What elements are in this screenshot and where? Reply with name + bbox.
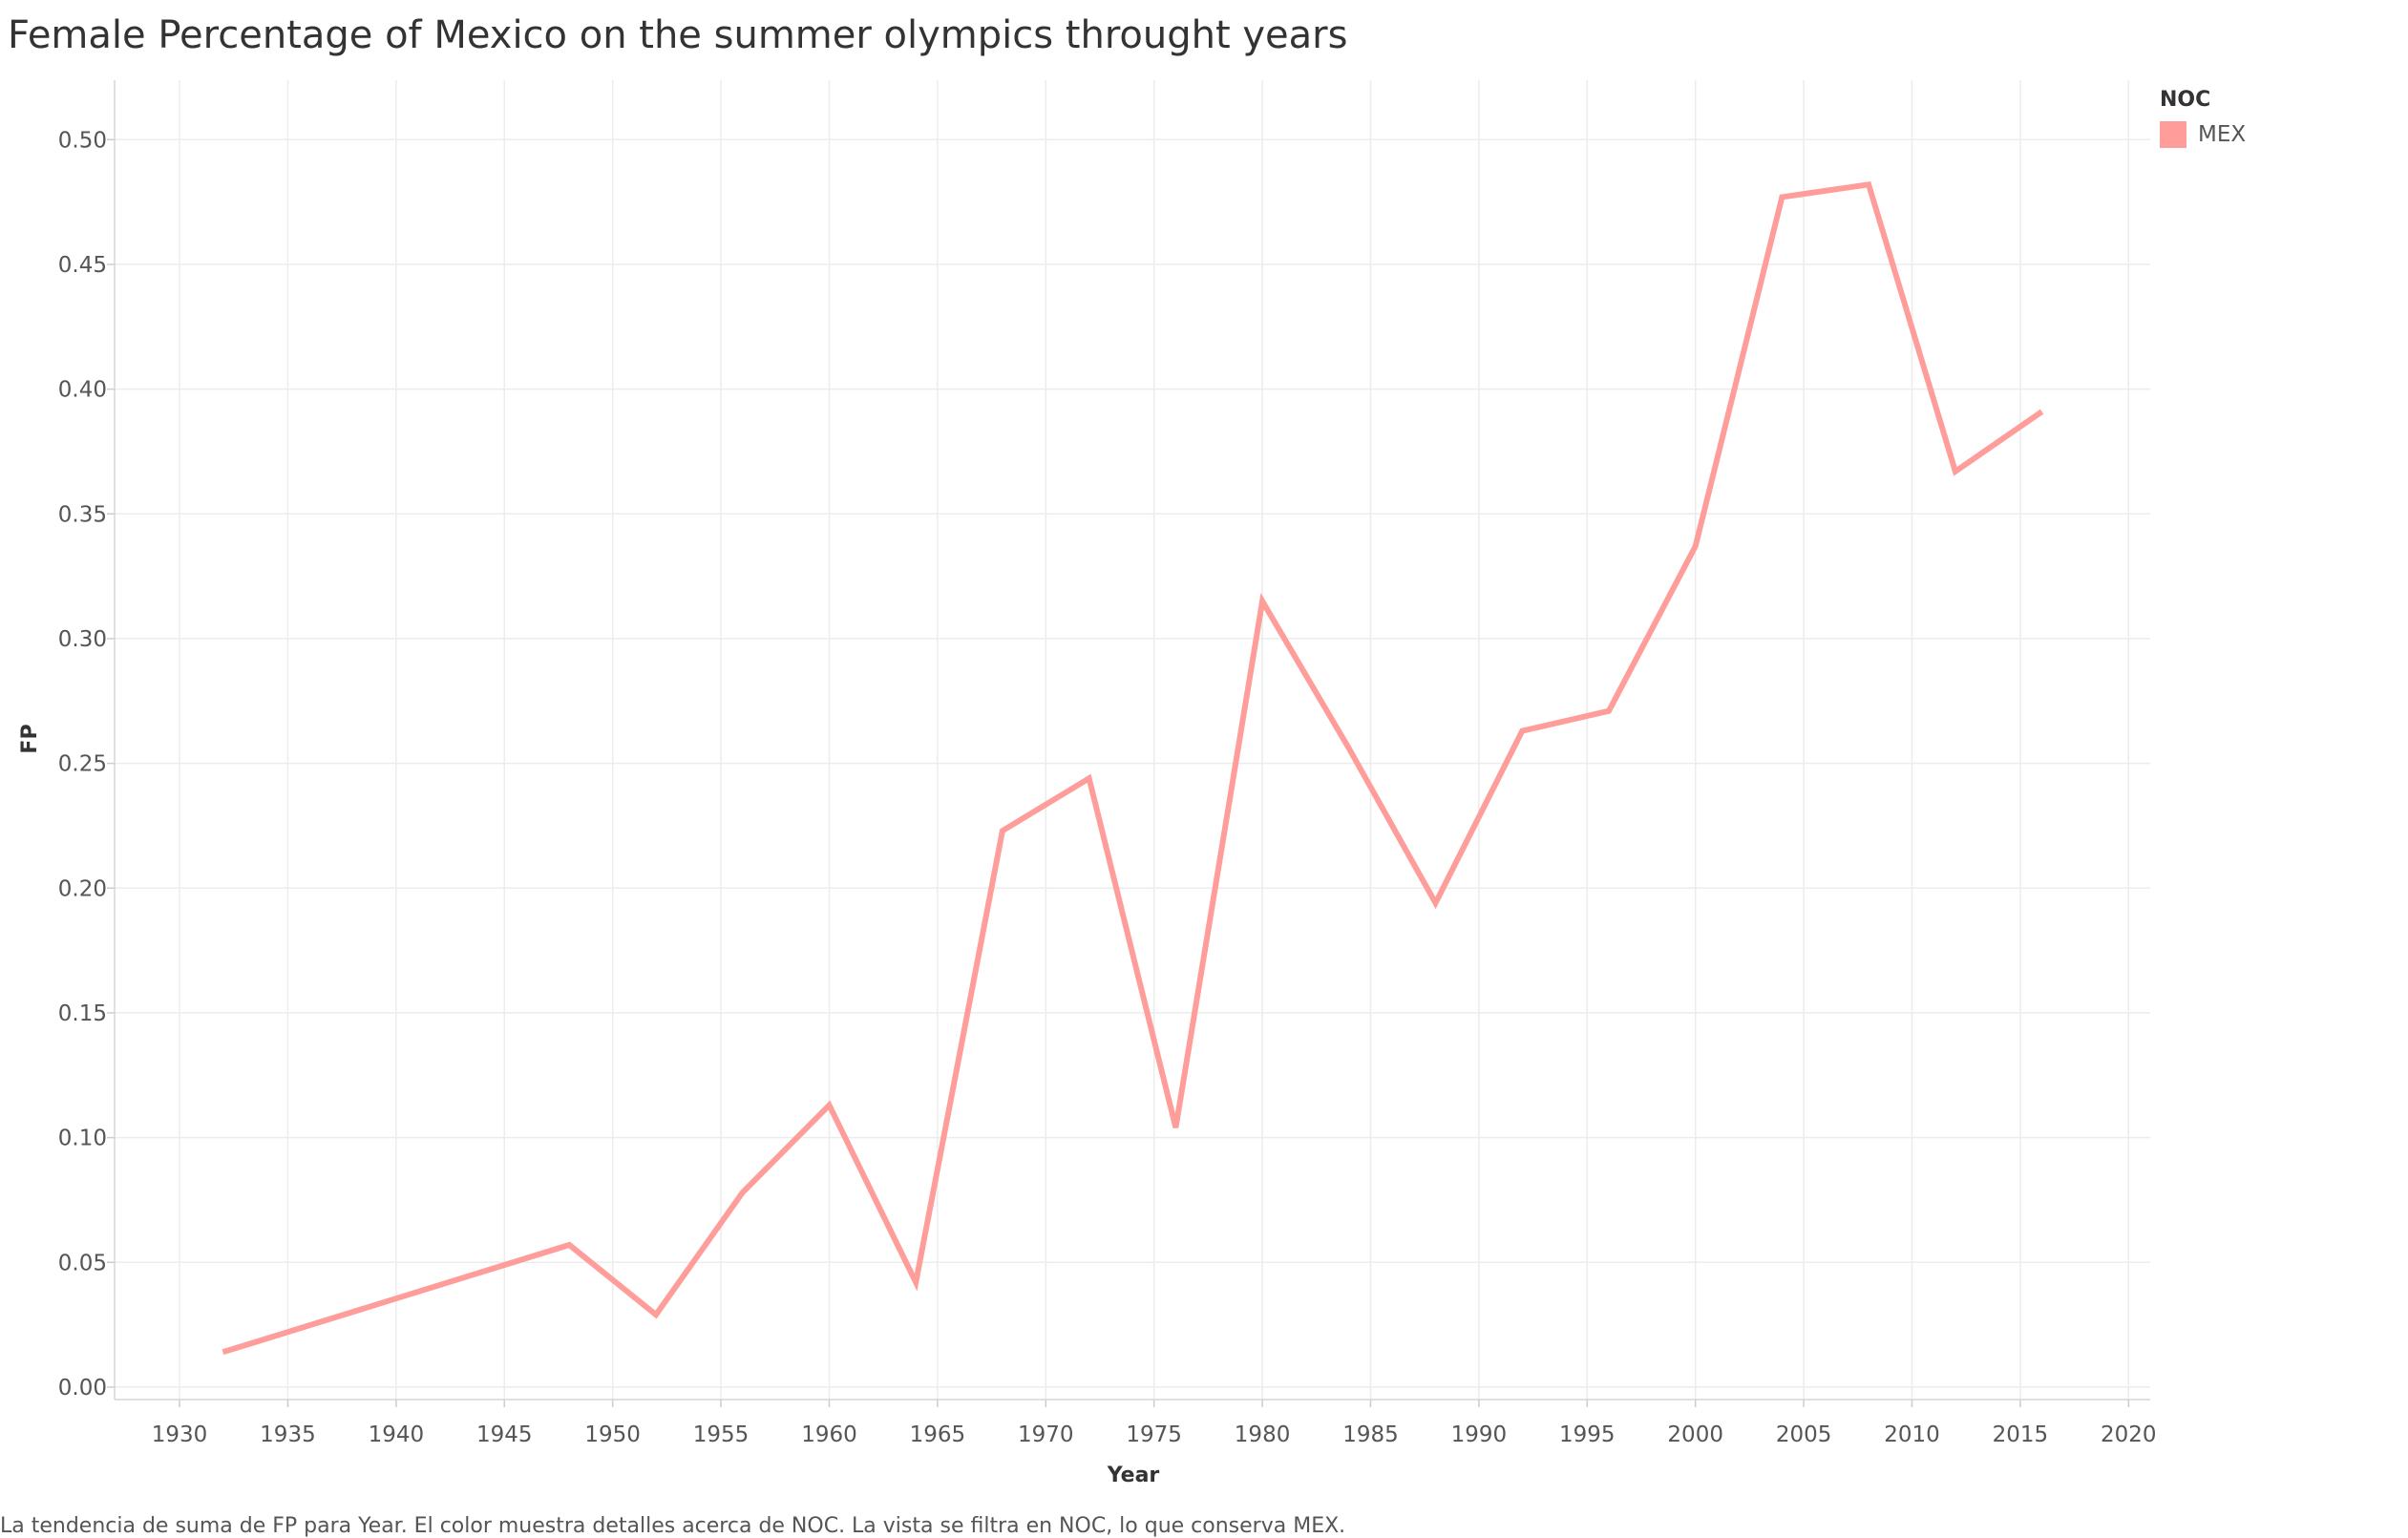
y-tick-label: 0.30 xyxy=(58,627,107,652)
data-point[interactable] xyxy=(823,1100,834,1111)
x-tick-label: 1990 xyxy=(1451,1422,1508,1447)
grid-lines xyxy=(115,80,2150,1400)
data-point[interactable] xyxy=(737,1187,749,1198)
data-point[interactable] xyxy=(1084,772,1095,784)
x-tick-label: 1955 xyxy=(693,1422,750,1447)
x-axis-label: Year xyxy=(1107,1464,1160,1487)
y-tick-label: 0.40 xyxy=(58,378,107,403)
legend-item-label: MEX xyxy=(2198,122,2247,147)
data-point[interactable] xyxy=(1343,743,1355,754)
chart-title: Female Percentage of Mexico on the summe… xyxy=(8,13,1348,57)
y-tick-label: 0.50 xyxy=(58,128,107,153)
x-tick-label: 2000 xyxy=(1667,1422,1723,1447)
x-tick-label: 1970 xyxy=(1018,1422,1074,1447)
x-tick-label: 1975 xyxy=(1126,1422,1182,1447)
y-tick-label: 0.15 xyxy=(58,1001,107,1026)
data-point[interactable] xyxy=(1863,179,1874,190)
x-tick-label: 1980 xyxy=(1235,1422,1291,1447)
data-point[interactable] xyxy=(563,1239,575,1251)
x-tick-label: 2015 xyxy=(1993,1422,2049,1447)
data-point[interactable] xyxy=(1257,596,1268,607)
data-point[interactable] xyxy=(1603,706,1615,717)
data-point[interactable] xyxy=(910,1276,921,1288)
data-point[interactable] xyxy=(2037,406,2048,417)
y-tick-label: 0.10 xyxy=(58,1127,107,1151)
data-point[interactable] xyxy=(997,825,1008,836)
y-tick-label: 0.45 xyxy=(58,253,107,278)
legend-swatch xyxy=(2160,121,2186,148)
x-tick-label: 1930 xyxy=(152,1422,208,1447)
data-point[interactable] xyxy=(1950,466,1961,477)
data-point[interactable] xyxy=(1170,1122,1181,1133)
x-tick-label: 1960 xyxy=(801,1422,857,1447)
data-point[interactable] xyxy=(1430,897,1442,909)
data-point[interactable] xyxy=(217,1346,228,1358)
y-tick-label: 0.00 xyxy=(58,1376,107,1401)
chart-caption: La tendencia de suma de FP para Year. El… xyxy=(0,1514,1346,1538)
y-tick-label: 0.05 xyxy=(58,1251,107,1275)
axes: 1930 1935 1940 1945 1950 1955 1960 1965 1970 1975… xyxy=(58,80,2157,1447)
x-tick-label: 1945 xyxy=(476,1422,533,1447)
legend-item-mex[interactable]: MEX xyxy=(2160,121,2246,148)
x-tick-label: 2005 xyxy=(1776,1422,1832,1447)
y-axis-label: FP xyxy=(18,724,42,753)
series-line-mex[interactable] xyxy=(222,180,2044,1356)
x-tick-label: 1935 xyxy=(260,1422,316,1447)
y-tick-label: 0.35 xyxy=(58,502,107,527)
x-tick-label: 1995 xyxy=(1559,1422,1616,1447)
data-point[interactable] xyxy=(1776,191,1787,202)
x-tick-label: 1950 xyxy=(584,1422,641,1447)
legend: NOC MEX xyxy=(2160,88,2246,148)
legend-title: NOC xyxy=(2160,88,2211,112)
x-tick-label: 2020 xyxy=(2101,1422,2157,1447)
data-point[interactable] xyxy=(1516,726,1528,737)
x-tick-label: 1940 xyxy=(369,1422,425,1447)
data-point[interactable] xyxy=(650,1309,662,1320)
y-tick-label: 0.20 xyxy=(58,876,107,901)
series-layer xyxy=(217,179,2048,1358)
x-tick-label: 1965 xyxy=(910,1422,966,1447)
x-tick-label: 1985 xyxy=(1342,1422,1399,1447)
x-tick-label: 2010 xyxy=(1884,1422,1940,1447)
data-point[interactable] xyxy=(1690,540,1701,552)
y-tick-label: 0.25 xyxy=(58,752,107,777)
